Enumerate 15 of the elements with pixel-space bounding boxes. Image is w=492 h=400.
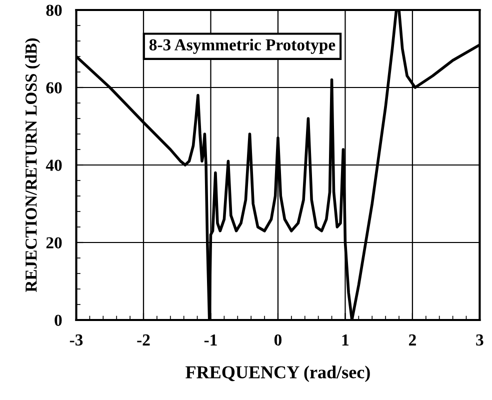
y-tick-label: 80 [46, 4, 62, 16]
x-axis-title: FREQUENCY (rad/sec) [186, 366, 370, 382]
y-tick-label: 40 [46, 160, 62, 171]
y-tick-label: 60 [46, 82, 62, 94]
x-tick-label: 1 [342, 334, 349, 346]
x-tick-label: -3 [70, 334, 83, 346]
x-tick-label: 0 [274, 334, 282, 346]
x-tick-label: 2 [408, 334, 416, 346]
y-axis-title: REJECTION/RETURN LOSS (dB) [25, 38, 40, 292]
y-tick-label: 20 [46, 237, 62, 248]
x-tick-label: -2 [137, 334, 150, 346]
annotation: 8-3 Asymmetric Prototype [149, 38, 336, 54]
x-tick-label: -1 [204, 334, 217, 346]
x-tick-label: 3 [476, 334, 484, 346]
y-tick-label: 0 [54, 314, 62, 326]
